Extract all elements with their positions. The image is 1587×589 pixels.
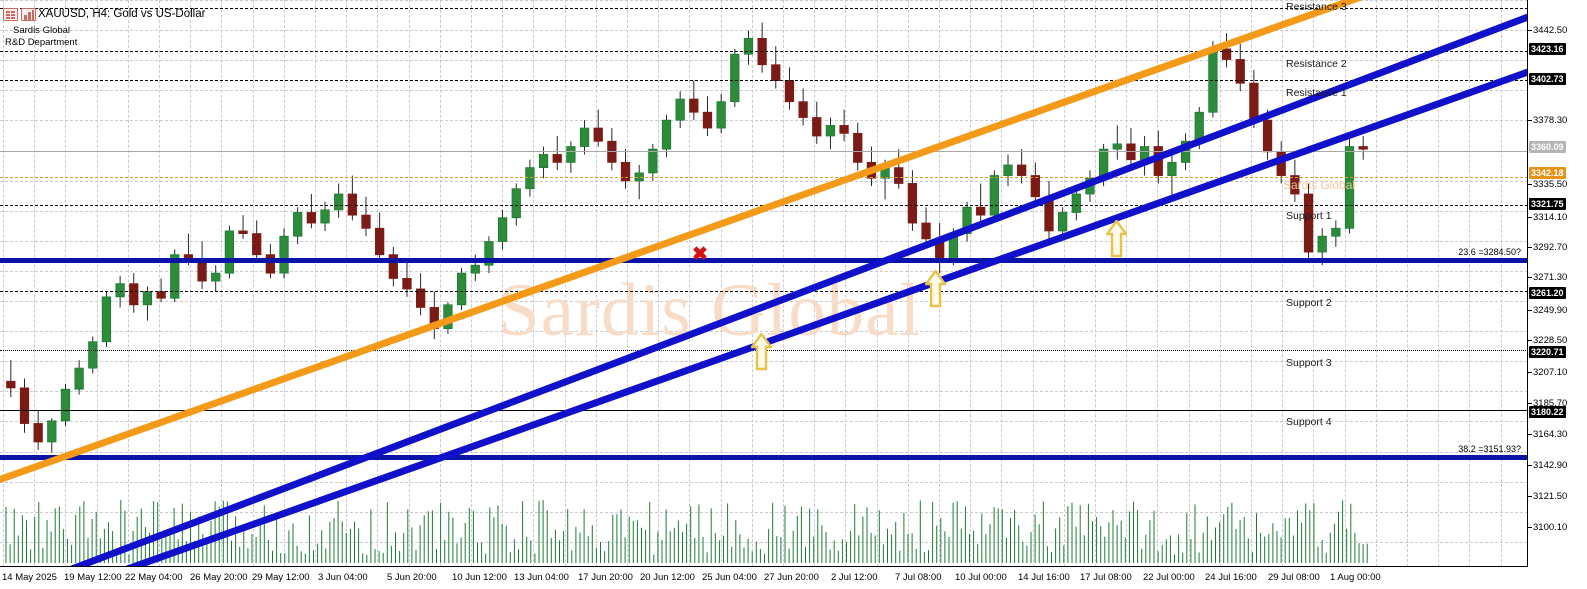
time-tick-label: 27 Jun 20:00 [764,572,819,583]
price-tick-label: 3378.30 [1533,115,1568,126]
price-tick: 3142.90 [1528,460,1567,471]
time-tick-label: 29 Jul 08:00 [1268,572,1320,583]
sell-cross-marker: ✖ [692,244,708,265]
level-line-support-2 [0,291,1527,292]
buy-arrow-marker-2 [925,270,946,308]
tick-dash [1528,183,1532,185]
price-tick: 3228.50 [1528,335,1567,346]
level-label-support-3: Support 3 [1286,357,1332,369]
price-tick: 3271.30 [1528,272,1567,283]
fib-382-line [0,455,1527,460]
price-tag-gray[interactable]: 3360.09 [1529,141,1566,153]
price-tick-label: 3228.50 [1533,335,1568,346]
tick-dash [1528,309,1532,311]
time-tick-label: 10 Jun 12:00 [452,572,507,583]
tick-dash [1528,371,1532,373]
time-tick-label: 1 Aug 00:00 [1330,572,1381,583]
time-tick-label: 24 Jul 16:00 [1205,572,1257,583]
price-tick: 3249.90 [1528,305,1567,316]
tick-dash [1528,339,1532,341]
price-tick: 3378.30 [1528,115,1567,126]
tick-dash [1528,246,1532,248]
time-tick-label: 29 May 12:00 [252,572,310,583]
volume-series [5,500,1368,563]
fib-382-label: 38.2 =3151.93? [1458,444,1521,454]
level-label-resistance-2: Resistance 2 [1286,58,1347,70]
time-tick-label: 25 Jun 04:00 [702,572,757,583]
price-tag-orange[interactable]: 3342.18 [1529,167,1566,179]
price-tick: 3442.50 [1528,25,1567,36]
price-tick: 3207.10 [1528,367,1567,378]
tick-dash [1528,216,1532,218]
time-tick-label: 17 Jun 20:00 [578,572,633,583]
price-tag-black[interactable]: 3402.73 [1529,73,1566,85]
level-line-resistance-1 [0,80,1527,81]
level-label-support-2: Support 2 [1286,297,1332,309]
price-tag-black[interactable]: 3261.20 [1529,287,1566,299]
level-label-resistance-3: Resistance 3 [1286,1,1347,13]
tick-dash [1528,526,1532,528]
price-tag-black[interactable]: 3423.16 [1529,43,1566,55]
price-axis[interactable]: 3442.50 3378.30 3335.50 3314.10 3292.70 3271.… [1528,0,1587,567]
time-tick-label: 22 May 04:00 [125,572,183,583]
price-tick-label: 3335.50 [1533,179,1568,190]
price-tick-label: 3442.50 [1533,25,1568,36]
price-tick-label: 3271.30 [1533,272,1568,283]
level-label-resistance-1: Resistance 1 [1286,87,1347,99]
time-tick-label: 5 Jun 20:00 [387,572,437,583]
price-tag-black[interactable]: 3321.75 [1529,198,1566,210]
price-tag-black[interactable]: 3220.71 [1529,346,1566,358]
price-tick-label: 3314.10 [1533,212,1568,223]
price-chart-plot[interactable]: Sardis Global Resistance 3 Resistance 2 Re… [0,0,1528,567]
time-tick-label: 17 Jul 08:00 [1080,572,1132,583]
time-tick-label: 26 May 20:00 [190,572,248,583]
buy-arrow-marker-3 [1106,220,1127,258]
price-tick-label: 3164.30 [1533,429,1568,440]
time-tick-label: 2 Jul 12:00 [831,572,878,583]
level-line-resistance-2 [0,51,1527,52]
price-tick-label: 3207.10 [1533,367,1568,378]
time-tick-label: 7 Jul 08:00 [895,572,942,583]
time-tick-label: 13 Jun 04:00 [514,572,569,583]
tick-dash [1528,276,1532,278]
time-tick-label: 22 Jul 00:00 [1143,572,1195,583]
time-tick-label: 20 Jun 12:00 [640,572,695,583]
price-tick: 3335.50 [1528,179,1567,190]
price-tick: 3121.50 [1528,491,1567,502]
level-label-support-4: Support 4 [1286,416,1332,428]
price-tick: 3164.30 [1528,429,1567,440]
level-label-support-1: Support 1 [1286,210,1332,222]
price-tag-black[interactable]: 3180.22 [1529,406,1566,418]
price-tick: 3185.70 [1528,398,1567,409]
time-tick-label: 10 Jul 00:00 [955,572,1007,583]
price-tick-label: 3292.70 [1533,242,1568,253]
time-axis[interactable]: 14 May 2025 19 May 12:00 22 May 04:00 26 Ma… [0,567,1587,589]
level-line-support-4 [0,410,1527,411]
price-tick-label: 3142.90 [1533,460,1568,471]
tick-dash [1528,464,1532,466]
price-tick-label: 3121.50 [1533,491,1568,502]
time-tick-label: 3 Jun 04:00 [318,572,368,583]
tick-dash [1528,433,1532,435]
fib-236-line [0,258,1527,263]
buy-arrow-marker-1 [751,333,772,371]
price-tick: 3100.10 [1528,522,1567,533]
current-price-line [0,151,1527,152]
tick-dash [1528,495,1532,497]
time-tick-label: 14 Jul 16:00 [1018,572,1070,583]
time-tick-label: 14 May 2025 [2,572,57,583]
price-tick-label: 3185.70 [1533,398,1568,409]
fib-236-label: 23.6 =3284.50? [1458,247,1521,257]
time-tick-label: 19 May 12:00 [64,572,122,583]
price-tick-label: 3100.10 [1533,522,1568,533]
price-tick-label: 3249.90 [1533,305,1568,316]
tick-dash [1528,402,1532,404]
tick-dash [1528,119,1532,121]
level-line-support-1 [0,205,1527,206]
tick-dash [1528,29,1532,31]
watermark-small: Sardis Global [1283,178,1356,192]
price-tick: 3292.70 [1528,242,1567,253]
price-tick: 3314.10 [1528,212,1567,223]
